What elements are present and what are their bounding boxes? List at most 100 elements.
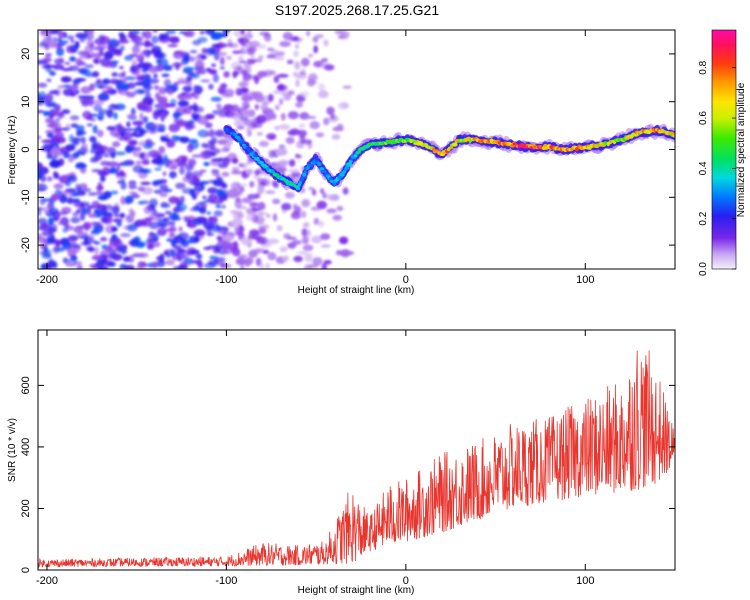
heat-cell (221, 93, 234, 98)
heat-cell (72, 80, 80, 86)
heat-cell (110, 226, 118, 232)
colorbar-ticks: 0.0 0.2 0.4 0.6 0.8 (698, 60, 736, 276)
heat-cell (249, 40, 261, 48)
heat-cell (158, 128, 166, 133)
heat-cell (247, 193, 259, 200)
spectrogram-ridge (222, 123, 675, 193)
heat-cell (177, 77, 187, 84)
heat-cell (181, 156, 187, 164)
heat-cell (50, 148, 60, 158)
heat-cell (182, 96, 193, 100)
heat-cell (287, 129, 299, 136)
heat-cell (143, 206, 153, 215)
heat-cell (100, 254, 108, 261)
heat-cell (104, 50, 114, 60)
heat-cell (278, 98, 284, 106)
heat-cell (270, 136, 275, 140)
heat-cell (131, 44, 141, 54)
heat-cell (185, 164, 194, 172)
heat-cell (273, 181, 279, 189)
heat-cell (101, 212, 114, 217)
heat-cell (320, 188, 325, 194)
heat-cell (180, 57, 189, 65)
heat-cell (208, 69, 218, 75)
heat-cell (112, 218, 123, 223)
heat-cell (274, 104, 280, 111)
heat-cell (126, 113, 136, 119)
heat-cell (91, 200, 100, 209)
heat-cell (209, 255, 216, 260)
heat-cell (50, 193, 61, 201)
heat-cell (183, 219, 192, 223)
heat-cell (119, 170, 125, 177)
heat-cell (152, 123, 164, 129)
heat-cell (54, 131, 64, 140)
heat-cell (155, 256, 163, 260)
heat-cell (260, 105, 269, 109)
heat-cell (83, 237, 89, 246)
heat-cell (96, 43, 107, 51)
ridge-core (672, 134, 675, 138)
heat-cell (84, 45, 94, 53)
colorbar-tick-label: 0.2 (698, 211, 709, 225)
heat-cell (128, 30, 133, 37)
heat-cell (215, 247, 221, 253)
heat-cell (118, 89, 130, 96)
heat-cell (266, 54, 277, 59)
heat-cell (133, 126, 145, 132)
heat-cell (298, 123, 306, 129)
heat-cell (220, 182, 228, 189)
heat-cell (199, 30, 205, 35)
heat-cell (323, 39, 329, 47)
heat-cell (221, 204, 226, 209)
heat-cell (70, 44, 78, 54)
heat-cell (168, 213, 180, 221)
heat-cell (130, 210, 136, 218)
heat-cell (159, 112, 168, 119)
heat-cell (185, 30, 196, 38)
heat-cell (75, 163, 87, 167)
heat-cell (38, 135, 42, 140)
heat-cell (70, 39, 75, 43)
heat-cell (142, 116, 149, 124)
heat-cell (159, 178, 168, 184)
heat-cell (75, 209, 81, 214)
heat-cell (143, 30, 152, 40)
ridge-core (295, 187, 301, 190)
heat-cell (206, 211, 211, 215)
heat-cell (255, 257, 262, 267)
heat-cell (332, 214, 343, 221)
heat-cell (110, 190, 119, 195)
heat-cell (167, 88, 173, 96)
heat-cell (246, 91, 258, 100)
spectrogram-ylabel: Frequency (Hz) (7, 116, 18, 185)
heat-cell (192, 104, 199, 113)
snr-ytick-label: 200 (20, 499, 32, 517)
heat-cell (49, 90, 59, 95)
ridge-core (302, 172, 307, 177)
heat-cell (76, 133, 82, 137)
heat-cell (101, 266, 109, 269)
heat-cell (124, 128, 135, 132)
heat-cell (94, 246, 99, 255)
heat-cell (257, 55, 264, 60)
heat-cell (188, 249, 200, 255)
heat-cell (247, 234, 255, 240)
heat-cell (238, 81, 249, 87)
heat-cell (223, 71, 230, 78)
heat-cell (230, 183, 237, 188)
heat-cell (179, 166, 185, 175)
heat-cell (217, 106, 225, 114)
heat-cell (278, 124, 291, 130)
heat-cell (304, 115, 317, 120)
heat-cell (292, 36, 300, 42)
heat-cell (130, 65, 138, 73)
heat-cell (43, 93, 54, 103)
heat-cell (71, 236, 79, 240)
heat-cell (184, 122, 194, 131)
heat-cell (72, 212, 79, 217)
heat-cell (62, 151, 70, 159)
heat-cell (100, 196, 108, 200)
heat-cell (53, 175, 60, 180)
